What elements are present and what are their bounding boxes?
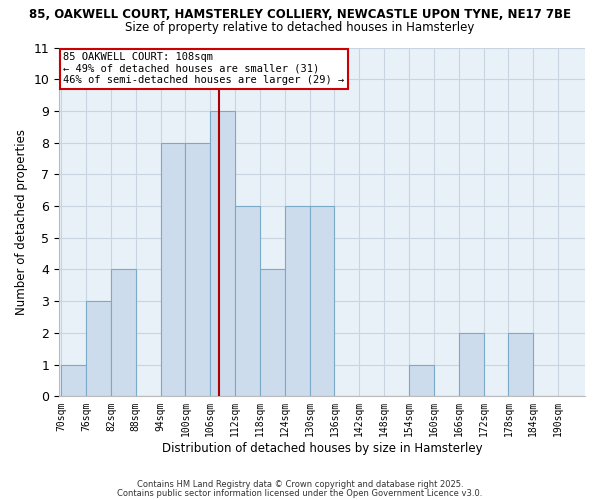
Bar — [459, 333, 484, 396]
Bar — [409, 364, 434, 396]
Bar — [310, 206, 334, 396]
Text: 85, OAKWELL COURT, HAMSTERLEY COLLIERY, NEWCASTLE UPON TYNE, NE17 7BE: 85, OAKWELL COURT, HAMSTERLEY COLLIERY, … — [29, 8, 571, 20]
Text: 85 OAKWELL COURT: 108sqm
← 49% of detached houses are smaller (31)
46% of semi-d: 85 OAKWELL COURT: 108sqm ← 49% of detach… — [63, 52, 344, 86]
Y-axis label: Number of detached properties: Number of detached properties — [15, 129, 28, 315]
Bar — [508, 333, 533, 396]
Bar — [111, 270, 136, 396]
Text: Size of property relative to detached houses in Hamsterley: Size of property relative to detached ho… — [125, 21, 475, 34]
Bar — [185, 142, 210, 396]
Bar — [260, 270, 285, 396]
X-axis label: Distribution of detached houses by size in Hamsterley: Distribution of detached houses by size … — [162, 442, 482, 455]
Bar — [161, 142, 185, 396]
Bar — [235, 206, 260, 396]
Text: Contains public sector information licensed under the Open Government Licence v3: Contains public sector information licen… — [118, 489, 482, 498]
Text: Contains HM Land Registry data © Crown copyright and database right 2025.: Contains HM Land Registry data © Crown c… — [137, 480, 463, 489]
Bar — [86, 301, 111, 396]
Bar — [61, 364, 86, 396]
Bar — [210, 111, 235, 397]
Bar — [285, 206, 310, 396]
